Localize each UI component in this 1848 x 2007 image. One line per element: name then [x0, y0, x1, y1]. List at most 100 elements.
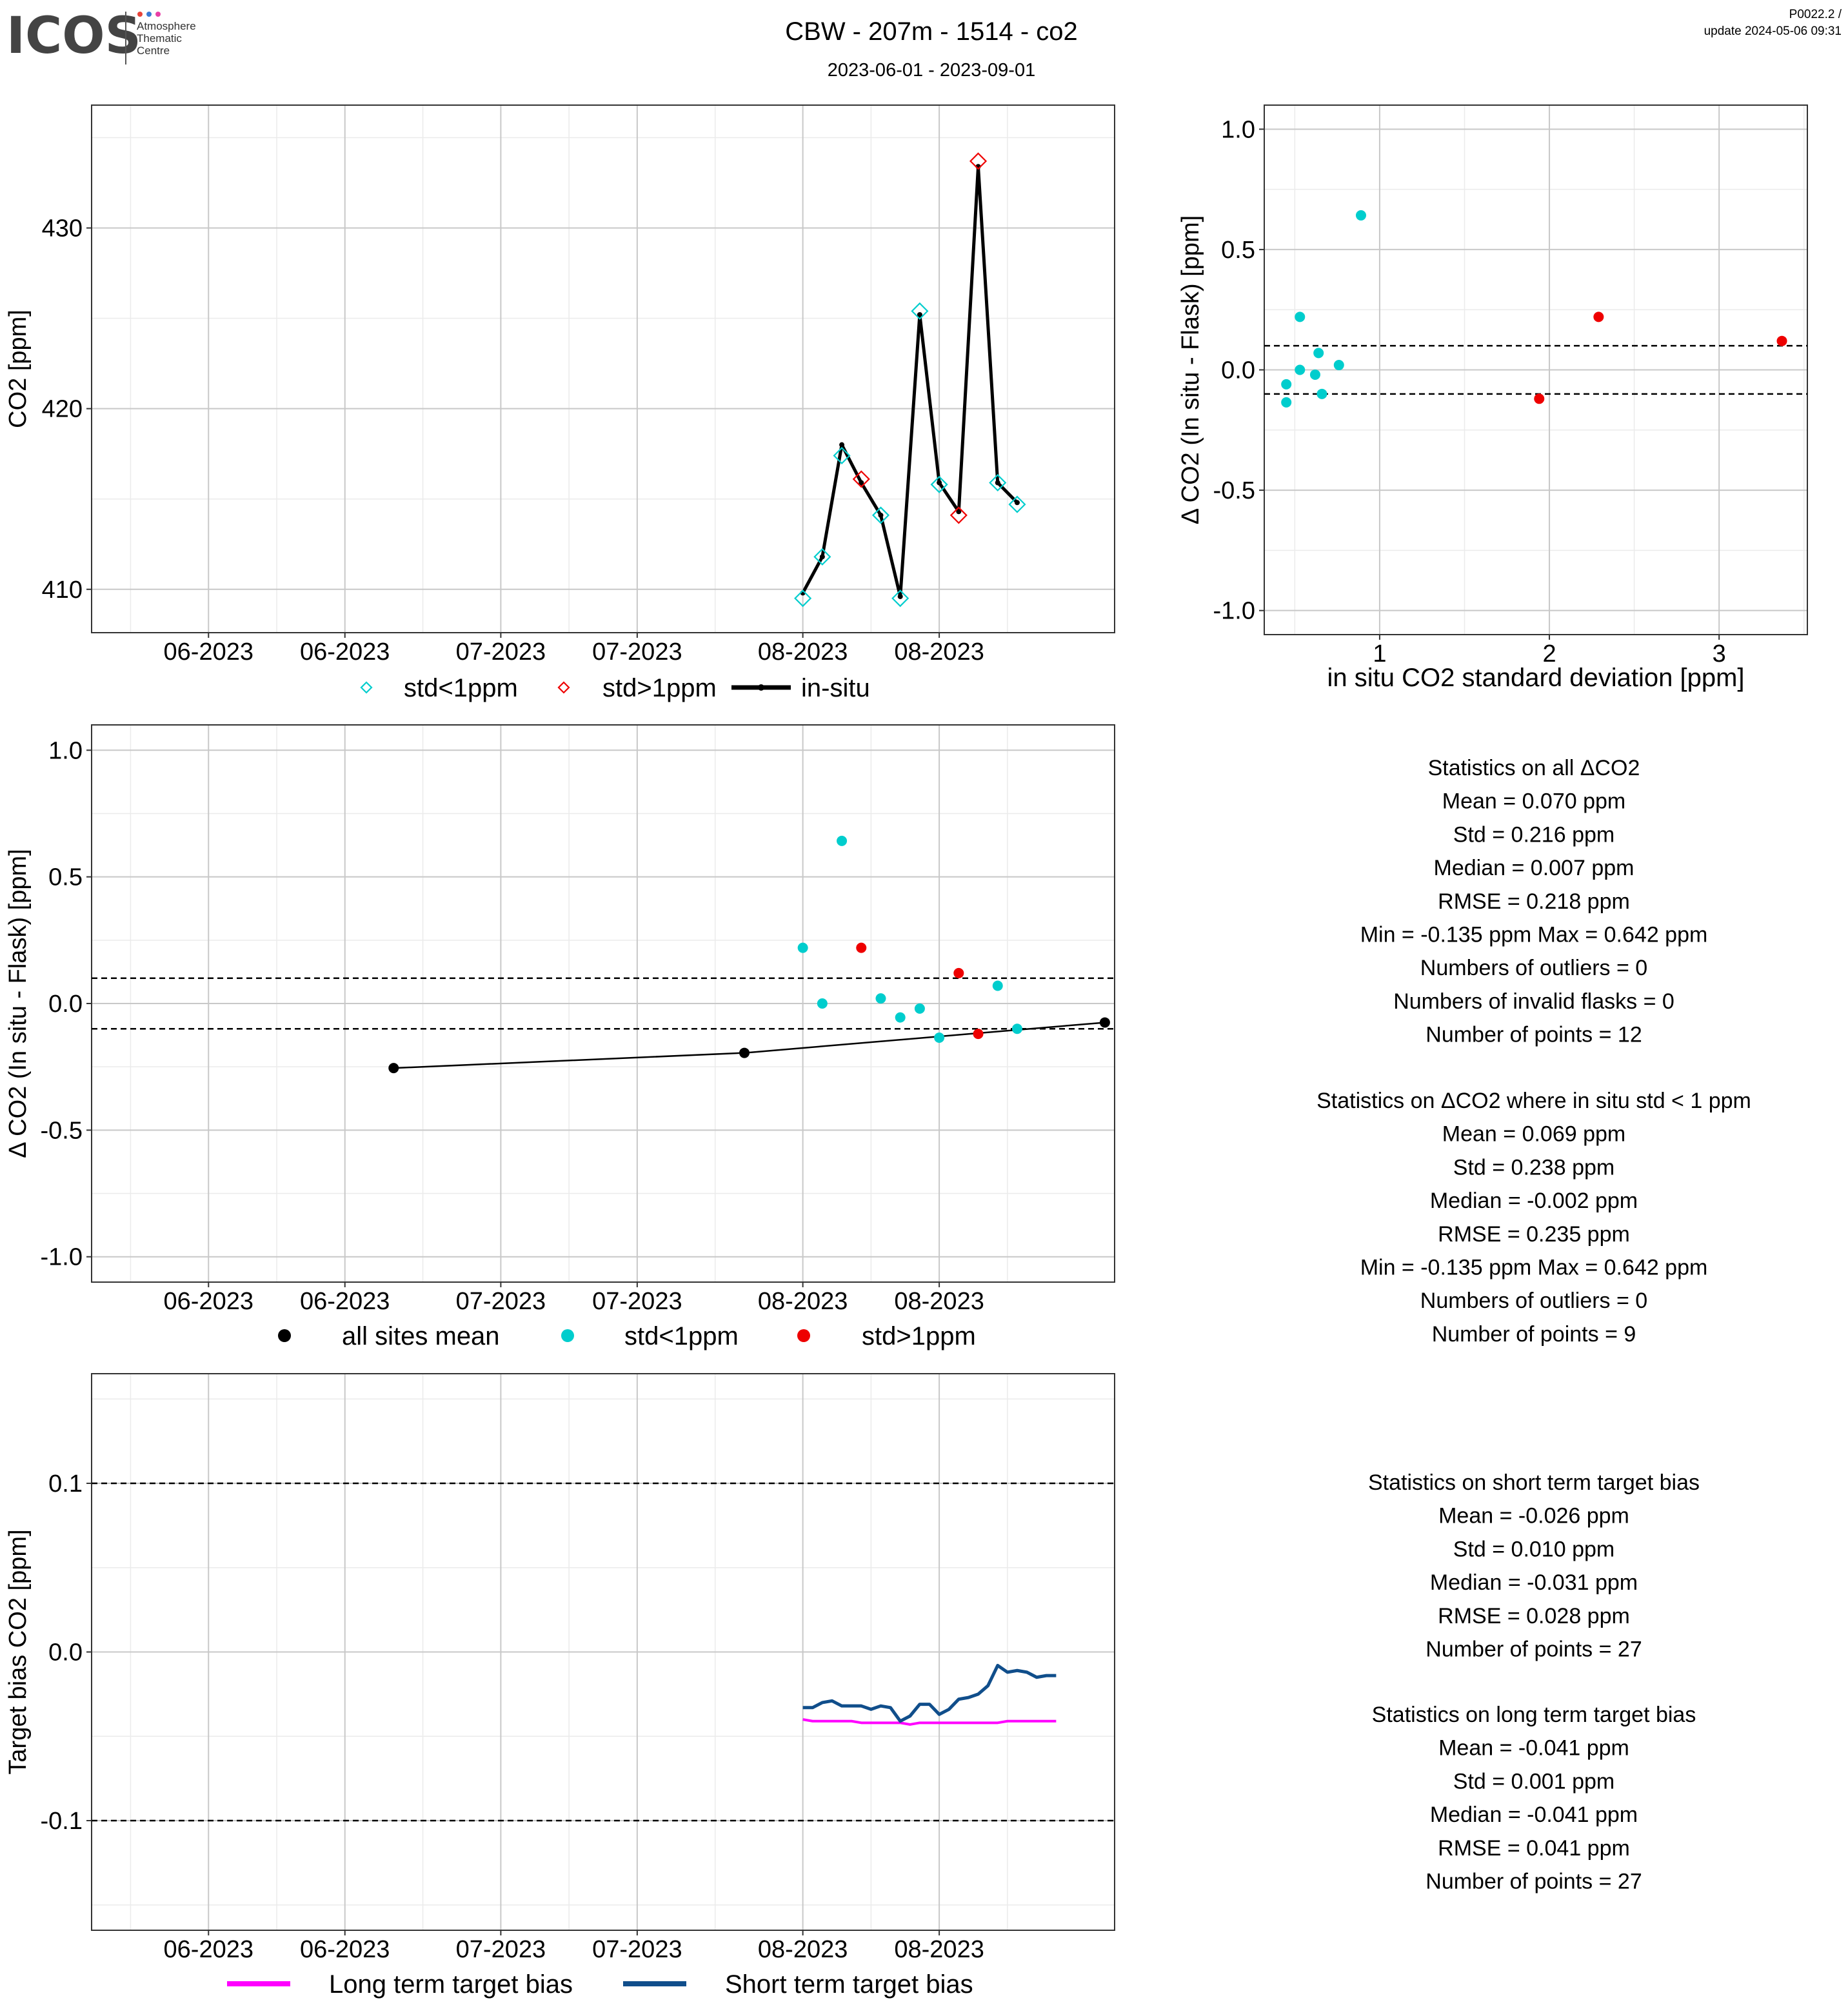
stats-block-std-lt-1: Statistics on ΔCO2 where in situ std < 1…	[1316, 1089, 1751, 1347]
insitu-point	[878, 512, 884, 518]
insitu-line	[801, 164, 1018, 598]
y-axis-label: CO2 [ppm]	[5, 310, 32, 428]
x-tick-label: 06-2023	[164, 1288, 253, 1315]
stats-heading: Statistics on long term target bias	[1372, 1703, 1696, 1727]
insitu-point	[1014, 500, 1020, 506]
x-tick-label: 08-2023	[758, 638, 848, 666]
stats-line: Std = 0.010 ppm	[1453, 1537, 1615, 1561]
plot-border	[1264, 104, 1808, 635]
stats-line: Mean = 0.069 ppm	[1442, 1122, 1625, 1147]
logo-dot-2	[146, 12, 152, 17]
legend-all-sites-mean-label: all sites mean	[342, 1322, 500, 1350]
stats-block-short-term: Statistics on short term target bias Mean…	[1368, 1470, 1700, 1662]
x-axis-label: in situ CO2 standard deviation [ppm]	[1327, 664, 1744, 692]
std-lt-1ppm-point	[875, 993, 886, 1004]
flask-std-lt-1ppm-point	[930, 475, 948, 493]
std-lt-1ppm-point	[1316, 388, 1327, 399]
legend-std-gt-1ppm-key	[557, 681, 570, 694]
flask-std-lt-1ppm-point	[871, 506, 890, 524]
stats-line: Median = -0.031 ppm	[1430, 1570, 1638, 1595]
x-tick-label: 08-2023	[894, 638, 984, 666]
y-tick-label: 430	[42, 215, 83, 242]
insitu-point	[839, 442, 845, 448]
y-tick-label: 0.0	[48, 1639, 83, 1666]
all-sites-mean-point	[388, 1063, 399, 1074]
legend-std-gt-1ppm-key	[797, 1329, 810, 1342]
y-axis-label: Δ CO2 (In situ - Flask) [ppm]	[1177, 215, 1204, 524]
insitu-point	[897, 593, 903, 599]
legend-std-lt-1ppm-label: std<1ppm	[624, 1322, 739, 1350]
stats-line: Numbers of invalid flasks = 0	[1393, 989, 1674, 1014]
all-sites-mean-point	[1099, 1017, 1110, 1028]
x-tick-label: 08-2023	[894, 1936, 984, 1963]
std-lt-1ppm-point	[1333, 360, 1344, 371]
std-gt-1ppm-point	[1593, 311, 1604, 322]
legend: all sites mean std<1ppm std>1ppm	[278, 1322, 976, 1350]
stats-line: Mean = -0.041 ppm	[1438, 1736, 1629, 1761]
legend-insitu-label: in-situ	[801, 674, 870, 702]
flask-std-lt-1ppm-point	[989, 473, 1007, 492]
y-tick-label: -1.0	[1213, 598, 1255, 625]
x-tick-label: 07-2023	[592, 638, 682, 666]
x-tick-label: 07-2023	[456, 638, 546, 666]
chart-target-bias: 06-2023 06-2023 07-2023 07-2023 08-2023 08-20…	[5, 1373, 1115, 1999]
x-tick-label: 06-2023	[300, 1936, 390, 1963]
x-tick-label: 06-2023	[164, 638, 253, 666]
stats-heading: Statistics on short term target bias	[1368, 1470, 1700, 1495]
y-tick-label: -0.5	[1213, 477, 1255, 504]
stats-line: Std = 0.216 ppm	[1453, 822, 1615, 847]
std-lt-1ppm-point	[1309, 369, 1320, 380]
stats-heading: Statistics on all ΔCO2	[1428, 756, 1640, 780]
stats-line: RMSE = 0.041 ppm	[1438, 1836, 1630, 1861]
stats-line: Numbers of outliers = 0	[1420, 1289, 1647, 1313]
y-tick-label: 1.0	[1221, 116, 1255, 143]
logo-text: ICOS	[6, 7, 141, 65]
plot-border	[91, 1373, 1115, 1931]
y-tick-label: 0.5	[1221, 237, 1255, 264]
std-gt-1ppm-point	[1776, 335, 1787, 346]
short-term-bias-line	[802, 1663, 1057, 1723]
std-gt-1ppm-point	[973, 1029, 984, 1040]
insitu-point	[956, 509, 962, 515]
logo-dot-1	[137, 12, 143, 17]
y-tick-label: 1.0	[48, 737, 83, 764]
std-lt-1ppm-point	[797, 942, 808, 953]
stats-line: Std = 0.238 ppm	[1453, 1155, 1615, 1180]
legend-std-gt-1ppm-label: std>1ppm	[862, 1322, 976, 1350]
long-term-bias-line	[802, 1718, 1057, 1726]
std-lt-1ppm-point	[895, 1012, 906, 1023]
x-tick-label: 3	[1713, 640, 1726, 667]
x-tick-label: 08-2023	[894, 1288, 984, 1315]
header: ICOS Atmosphere Thematic Centre CBW - 20…	[6, 7, 1842, 81]
std-lt-1ppm-point	[1355, 210, 1366, 221]
stats-line: Mean = -0.026 ppm	[1438, 1504, 1629, 1528]
logo-sub-1: Atmosphere	[137, 20, 196, 32]
legend: Long term target bias Short term target b…	[227, 1970, 973, 1999]
insitu-point	[859, 480, 864, 486]
y-tick-label: 0.0	[1221, 357, 1255, 384]
x-tick-label: 06-2023	[300, 638, 390, 666]
x-tick-label: 2	[1542, 640, 1556, 667]
flask-std-gt-1ppm-point	[969, 152, 988, 170]
stats-line: Number of points = 12	[1426, 1023, 1642, 1047]
legend-std-lt-1ppm-key	[360, 681, 373, 694]
stats-line: Numbers of outliers = 0	[1420, 956, 1647, 980]
y-tick-label: 410	[42, 577, 83, 604]
stats-line: RMSE = 0.028 ppm	[1438, 1604, 1630, 1628]
y-tick-label: -0.1	[41, 1808, 83, 1835]
stats-line: Median = 0.007 ppm	[1434, 856, 1634, 880]
legend-all-sites-mean-key	[278, 1329, 291, 1342]
x-tick-label: 07-2023	[456, 1288, 546, 1315]
stats-line: Median = -0.002 ppm	[1430, 1189, 1638, 1213]
stats-block-all: Statistics on all ΔCO2 Mean = 0.070 ppm St…	[1360, 756, 1708, 1047]
chart-delta-timeseries: 06-2023 06-2023 07-2023 07-2023 08-2023 08-20…	[5, 724, 1115, 1350]
flask-std-gt-1ppm-point	[949, 506, 968, 524]
std-lt-1ppm-point	[1281, 397, 1292, 408]
y-axis-label: Δ CO2 (In situ - Flask) [ppm]	[5, 849, 32, 1158]
legend-std-gt-1ppm-label: std>1ppm	[602, 674, 717, 702]
legend-std-lt-1ppm-label: std<1ppm	[404, 674, 518, 702]
std-lt-1ppm-point	[1313, 348, 1324, 359]
y-tick-label: 0.0	[48, 991, 83, 1018]
chart-co2-timeseries: 06-2023 06-2023 07-2023 07-2023 08-2023 08-20…	[5, 104, 1115, 702]
